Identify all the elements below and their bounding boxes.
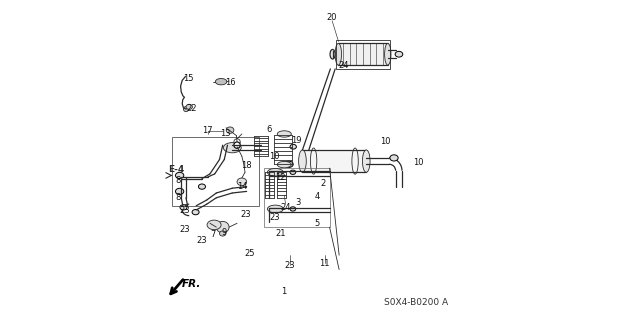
Ellipse shape [299, 150, 307, 172]
Text: 5: 5 [314, 219, 319, 228]
Text: 23: 23 [179, 206, 189, 215]
Text: 23: 23 [284, 261, 295, 270]
Ellipse shape [237, 178, 246, 186]
Text: 21: 21 [276, 229, 286, 238]
Ellipse shape [216, 78, 227, 85]
Text: 23: 23 [179, 225, 189, 234]
Text: 10: 10 [380, 137, 390, 146]
Ellipse shape [180, 205, 187, 210]
Text: 8: 8 [175, 176, 180, 185]
Text: 22: 22 [186, 104, 197, 113]
Text: E-4: E-4 [168, 165, 184, 174]
Ellipse shape [192, 210, 199, 215]
Text: 17: 17 [202, 126, 213, 135]
Text: 16: 16 [225, 78, 236, 87]
Ellipse shape [330, 49, 335, 59]
Ellipse shape [290, 144, 296, 149]
Ellipse shape [362, 150, 370, 172]
Text: FR.: FR. [182, 279, 202, 289]
Text: 24: 24 [339, 61, 349, 70]
Text: 23: 23 [241, 210, 252, 219]
Ellipse shape [290, 170, 296, 174]
Ellipse shape [268, 205, 284, 213]
Text: 13: 13 [221, 130, 231, 138]
Text: 10: 10 [413, 158, 424, 167]
Ellipse shape [395, 51, 403, 57]
Ellipse shape [234, 139, 240, 145]
Text: 18: 18 [241, 161, 252, 170]
Ellipse shape [335, 43, 342, 65]
Ellipse shape [290, 207, 296, 211]
Ellipse shape [385, 43, 391, 65]
Text: 9: 9 [221, 228, 227, 237]
Ellipse shape [223, 143, 241, 153]
Bar [172, 137, 259, 206]
Ellipse shape [268, 168, 284, 176]
Text: 20: 20 [327, 13, 337, 22]
Ellipse shape [234, 142, 240, 148]
Ellipse shape [175, 188, 184, 195]
Text: 15: 15 [183, 74, 194, 83]
Text: 6: 6 [266, 125, 271, 134]
Text: 8: 8 [175, 193, 180, 202]
Ellipse shape [277, 131, 291, 137]
Text: 4: 4 [314, 192, 319, 201]
Ellipse shape [220, 231, 226, 236]
Text: 25: 25 [244, 249, 255, 258]
Text: 24: 24 [280, 204, 291, 212]
Text: 14: 14 [237, 182, 247, 191]
Ellipse shape [186, 104, 193, 109]
Bar [303, 150, 366, 172]
Text: 23: 23 [196, 236, 207, 245]
Text: 10: 10 [269, 152, 280, 161]
Ellipse shape [277, 161, 291, 168]
Text: S0X4-B0200 A: S0X4-B0200 A [383, 298, 448, 307]
Ellipse shape [226, 127, 234, 133]
Bar [264, 168, 330, 227]
Ellipse shape [285, 161, 293, 167]
Ellipse shape [216, 221, 229, 233]
Bar [336, 40, 390, 69]
Ellipse shape [184, 107, 189, 112]
Text: 23: 23 [269, 213, 280, 222]
Text: 2: 2 [321, 179, 326, 188]
Bar [339, 43, 388, 65]
Text: 11: 11 [319, 259, 330, 268]
Text: 1: 1 [281, 287, 286, 296]
Text: 12: 12 [275, 173, 285, 182]
Ellipse shape [175, 172, 184, 179]
Ellipse shape [390, 155, 398, 161]
Ellipse shape [207, 220, 221, 230]
Text: 7: 7 [211, 230, 216, 239]
Text: 19: 19 [291, 136, 301, 145]
Text: 3: 3 [295, 198, 300, 207]
Ellipse shape [198, 184, 205, 189]
